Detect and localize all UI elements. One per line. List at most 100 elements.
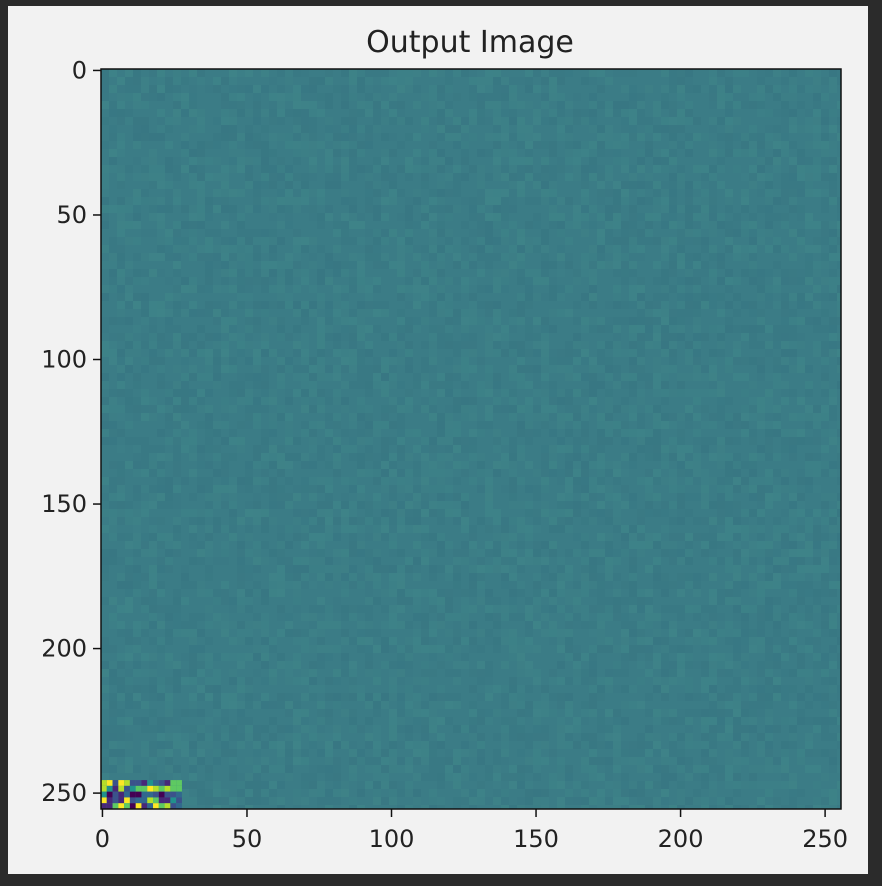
heatmap-cell (637, 341, 645, 349)
heatmap-cell (573, 661, 581, 669)
heatmap-cell (493, 69, 501, 77)
heatmap-cell (829, 189, 837, 197)
heatmap-cell (581, 573, 589, 581)
heatmap-cell (757, 149, 765, 157)
heatmap-cell (525, 245, 533, 253)
heatmap-cell (333, 229, 341, 237)
heatmap-cell (445, 645, 453, 653)
heatmap-cell (397, 621, 405, 629)
heatmap-cell (525, 85, 533, 93)
heatmap-cell (237, 597, 245, 605)
heatmap-cell (133, 77, 141, 85)
heatmap-cell (773, 453, 781, 461)
heatmap-cell (165, 245, 173, 253)
heatmap-cell (397, 381, 405, 389)
heatmap-cell (397, 717, 405, 725)
heatmap-cell (653, 157, 661, 165)
heatmap-cell (757, 477, 765, 485)
heatmap-cell (357, 253, 365, 261)
heatmap-cell (293, 517, 301, 525)
heatmap-cell (309, 669, 317, 677)
heatmap-cell (829, 509, 837, 517)
heatmap-cell (589, 261, 597, 269)
heatmap-cell (829, 469, 837, 477)
heatmap-cell (197, 181, 205, 189)
heatmap-cell (669, 469, 677, 477)
heatmap-cell (141, 597, 149, 605)
heatmap-cell (589, 653, 597, 661)
heatmap-cell (229, 85, 237, 93)
heatmap-cell (581, 141, 589, 149)
heatmap-cell (605, 133, 613, 141)
heatmap-cell (741, 517, 749, 525)
heatmap-cell (189, 221, 197, 229)
heatmap-cell (293, 93, 301, 101)
heatmap-cell (549, 325, 557, 333)
heatmap-cell (653, 333, 661, 341)
heatmap-cell (389, 77, 397, 85)
heatmap-cell (221, 165, 229, 173)
heatmap-cell (797, 717, 805, 725)
heatmap-cell (445, 613, 453, 621)
heatmap-cell (653, 437, 661, 445)
heatmap-cell (773, 469, 781, 477)
heatmap-cell (357, 149, 365, 157)
heatmap-cell (685, 653, 693, 661)
heatmap-cell (173, 709, 181, 717)
heatmap-cell (173, 605, 181, 613)
heatmap-cell (565, 221, 573, 229)
heatmap-cell (805, 109, 813, 117)
heatmap-cell (789, 333, 797, 341)
heatmap-cell (397, 469, 405, 477)
heatmap-cell (597, 365, 605, 373)
heatmap-cell (829, 109, 837, 117)
heatmap-cell (317, 421, 325, 429)
heatmap-cell (405, 405, 413, 413)
heatmap-cell (677, 461, 685, 469)
heatmap-cell (245, 245, 253, 253)
heatmap-cell (349, 69, 357, 77)
heatmap-cell (693, 661, 701, 669)
heatmap-cell (573, 141, 581, 149)
heatmap-cell (173, 669, 181, 677)
heatmap-cell (805, 645, 813, 653)
heatmap-cell (405, 341, 413, 349)
heatmap-cell (317, 277, 325, 285)
heatmap-cell (837, 237, 841, 245)
heatmap-cell (589, 301, 597, 309)
heatmap-cell (125, 293, 133, 301)
heatmap-cell (749, 357, 757, 365)
heatmap-cell (405, 501, 413, 509)
heatmap-cell (565, 477, 573, 485)
heatmap-cell (349, 677, 357, 685)
heatmap-cell (637, 373, 645, 381)
heatmap-cell (725, 285, 733, 293)
heatmap-cell (213, 77, 221, 85)
heatmap-cell (781, 653, 789, 661)
heatmap-cell (821, 293, 829, 301)
heatmap-cell (365, 605, 373, 613)
heatmap-cell (637, 301, 645, 309)
heatmap-cell (637, 525, 645, 533)
heatmap-cell (837, 277, 841, 285)
heatmap-cell (173, 405, 181, 413)
heatmap-cell (789, 157, 797, 165)
heatmap-cell (349, 237, 357, 245)
heatmap-cell (189, 525, 197, 533)
heatmap-cell (749, 549, 757, 557)
heatmap-cell (541, 269, 549, 277)
heatmap-cell (277, 469, 285, 477)
heatmap-cell (357, 693, 365, 701)
heatmap-cell (637, 101, 645, 109)
heatmap-cell (733, 93, 741, 101)
heatmap-cell (557, 365, 565, 373)
heatmap-cell (237, 541, 245, 549)
heatmap-cell (517, 133, 525, 141)
heatmap-cell (301, 645, 309, 653)
heatmap-cell (413, 701, 421, 709)
heatmap-cell (325, 565, 333, 573)
heatmap-cell (213, 333, 221, 341)
heatmap-cell (325, 501, 333, 509)
heatmap-cell (669, 317, 677, 325)
heatmap-cell (485, 565, 493, 573)
